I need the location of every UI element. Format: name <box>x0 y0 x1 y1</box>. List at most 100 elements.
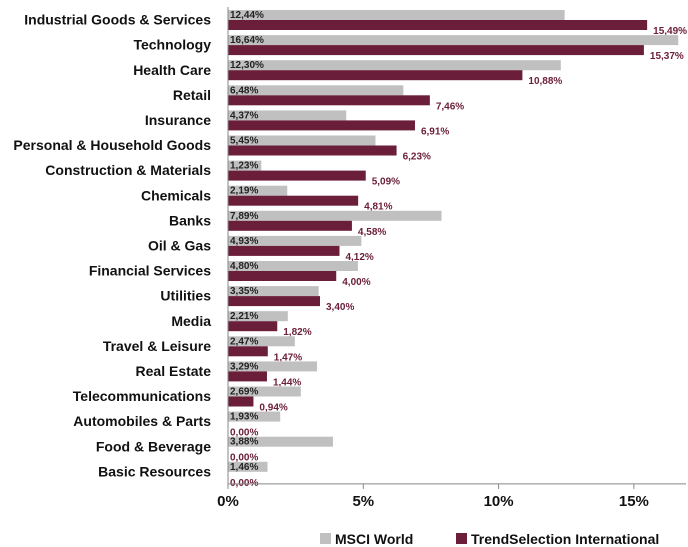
value-label-trendselection-chemicals: 4,81% <box>364 202 392 213</box>
bar-trendselection-financial-services <box>228 271 337 281</box>
bar-trendselection-health-care <box>228 70 523 81</box>
bar-trendselection-real-estate <box>228 371 267 382</box>
value-label-trendselection-retail: 7,46% <box>436 101 464 112</box>
value-label-trendselection-personal-and-household-goods: 6,23% <box>403 152 431 163</box>
legend-swatch-trendselection-international <box>456 533 467 544</box>
bar-msci-world-health-care <box>228 60 561 71</box>
legend-label-trendselection-international: TrendSelection International <box>471 531 659 547</box>
value-label-trendselection-media: 1,82% <box>283 327 311 338</box>
category-label-financial-services: Financial Services <box>89 263 211 279</box>
bar-trendselection-oil-and-gas <box>228 245 340 256</box>
category-label-insurance: Insurance <box>145 112 211 128</box>
value-label-msci-world-telecommunications: 2,69% <box>230 387 258 398</box>
bar-msci-world-banks <box>228 210 442 221</box>
x-axis: 0% 5% 10% 15% <box>217 7 686 510</box>
bar-msci-world-industrial-goods-and-services <box>228 10 565 20</box>
value-label-trendselection-financial-services: 4,00% <box>342 277 370 288</box>
bar-trendselection-telecommunications <box>228 396 254 407</box>
value-label-msci-world-automobiles-and-parts: 1,93% <box>230 412 258 423</box>
value-label-trendselection-travel-and-leisure: 1,47% <box>274 352 302 363</box>
bar-trendselection-utilities <box>228 296 320 307</box>
bar-msci-world-retail <box>228 85 404 96</box>
legend-swatch-msci-world <box>320 533 331 544</box>
bar-msci-world-personal-and-household-goods <box>228 135 376 146</box>
value-label-msci-world-technology: 16,64% <box>230 35 264 46</box>
value-label-msci-world-industrial-goods-and-services: 12,44% <box>230 10 264 21</box>
category-label-health-care: Health Care <box>133 62 211 78</box>
x-tick-label: 10% <box>484 493 514 510</box>
bar-msci-world-automobiles-and-parts <box>228 411 281 422</box>
category-label-telecommunications: Telecommunications <box>73 388 211 404</box>
legend-label-msci-world: MSCI World <box>335 531 413 547</box>
value-label-msci-world-oil-and-gas: 4,93% <box>230 236 258 247</box>
value-label-msci-world-financial-services: 4,80% <box>230 261 258 272</box>
bar-trendselection-construction-and-materials <box>228 170 366 181</box>
value-label-trendselection-telecommunications: 0,94% <box>259 403 287 414</box>
category-label-food-and-beverage: Food & Beverage <box>96 438 211 454</box>
value-label-msci-world-basic-resources: 1,46% <box>230 462 258 473</box>
value-label-msci-world-chemicals: 2,19% <box>230 186 258 197</box>
value-label-trendselection-food-and-beverage: 0,00% <box>230 453 258 464</box>
bar-msci-world-basic-resources <box>228 461 268 472</box>
value-label-trendselection-basic-resources: 0,00% <box>230 478 258 489</box>
value-label-msci-world-real-estate: 3,29% <box>230 361 258 372</box>
bar-msci-world-utilities <box>228 286 319 297</box>
value-label-trendselection-banks: 4,58% <box>358 227 386 238</box>
bar-msci-world-food-and-beverage <box>228 436 333 447</box>
value-label-trendselection-automobiles-and-parts: 0,00% <box>230 428 258 439</box>
bar-msci-world-oil-and-gas <box>228 235 362 246</box>
category-label-automobiles-and-parts: Automobiles & Parts <box>73 413 211 429</box>
value-label-msci-world-construction-and-materials: 1,23% <box>230 161 258 172</box>
value-label-msci-world-health-care: 12,30% <box>230 60 264 71</box>
value-label-trendselection-insurance: 6,91% <box>421 126 449 137</box>
value-label-msci-world-media: 2,21% <box>230 311 258 322</box>
bar-msci-world-technology <box>228 35 679 46</box>
bar-trendselection-media <box>228 321 278 332</box>
value-label-trendselection-real-estate: 1,44% <box>273 377 301 388</box>
value-label-msci-world-insurance: 4,37% <box>230 110 258 121</box>
bar-trendselection-travel-and-leisure <box>228 346 268 357</box>
value-label-msci-world-banks: 7,89% <box>230 211 258 222</box>
category-label-chemicals: Chemicals <box>141 187 211 203</box>
category-label-industrial-goods-and-services: Industrial Goods & Services <box>24 12 211 28</box>
bar-msci-world-travel-and-leisure <box>228 336 295 347</box>
category-label-technology: Technology <box>133 37 211 53</box>
bars-layer: 12,44% 15,49% 16,64% 15,37% 12,30% 10,88% 6,48… <box>228 10 687 489</box>
category-label-real-estate: Real Estate <box>136 363 212 379</box>
value-label-msci-world-retail: 6,48% <box>230 85 258 96</box>
value-label-trendselection-health-care: 10,88% <box>528 76 562 87</box>
value-label-msci-world-travel-and-leisure: 2,47% <box>230 336 258 347</box>
category-labels: Industrial Goods & Services Technology Hea… <box>13 12 211 480</box>
bar-trendselection-chemicals <box>228 195 359 206</box>
x-tick-label: 15% <box>619 493 649 510</box>
x-tick-label: 0% <box>217 493 239 510</box>
category-label-banks: Banks <box>169 212 211 228</box>
value-label-msci-world-personal-and-household-goods: 5,45% <box>230 136 258 147</box>
category-label-retail: Retail <box>173 87 211 103</box>
category-label-personal-and-household-goods: Personal & Household Goods <box>13 137 211 153</box>
category-label-oil-and-gas: Oil & Gas <box>148 237 211 253</box>
value-label-msci-world-utilities: 3,35% <box>230 286 258 297</box>
value-label-trendselection-industrial-goods-and-services: 15,49% <box>653 26 687 37</box>
value-label-trendselection-oil-and-gas: 4,12% <box>345 252 373 263</box>
bar-msci-world-media <box>228 311 288 322</box>
category-label-media: Media <box>171 313 211 329</box>
category-label-construction-and-materials: Construction & Materials <box>45 162 211 178</box>
bar-msci-world-telecommunications <box>228 386 301 397</box>
bar-trendselection-personal-and-household-goods <box>228 145 397 156</box>
category-label-travel-and-leisure: Travel & Leisure <box>103 338 211 354</box>
legend: MSCI World TrendSelection International <box>320 531 659 547</box>
bar-msci-world-insurance <box>228 110 347 121</box>
value-label-trendselection-utilities: 3,40% <box>326 302 354 313</box>
bar-msci-world-chemicals <box>228 185 288 196</box>
value-label-trendselection-technology: 15,37% <box>650 51 684 62</box>
bar-trendselection-insurance <box>228 120 415 131</box>
bar-msci-world-financial-services <box>228 261 358 271</box>
category-label-utilities: Utilities <box>160 288 211 304</box>
bar-trendselection-industrial-goods-and-services <box>228 20 648 30</box>
value-label-msci-world-food-and-beverage: 3,88% <box>230 437 258 448</box>
category-label-basic-resources: Basic Resources <box>98 463 211 479</box>
bar-trendselection-banks <box>228 220 352 231</box>
bar-trendselection-technology <box>228 45 644 56</box>
